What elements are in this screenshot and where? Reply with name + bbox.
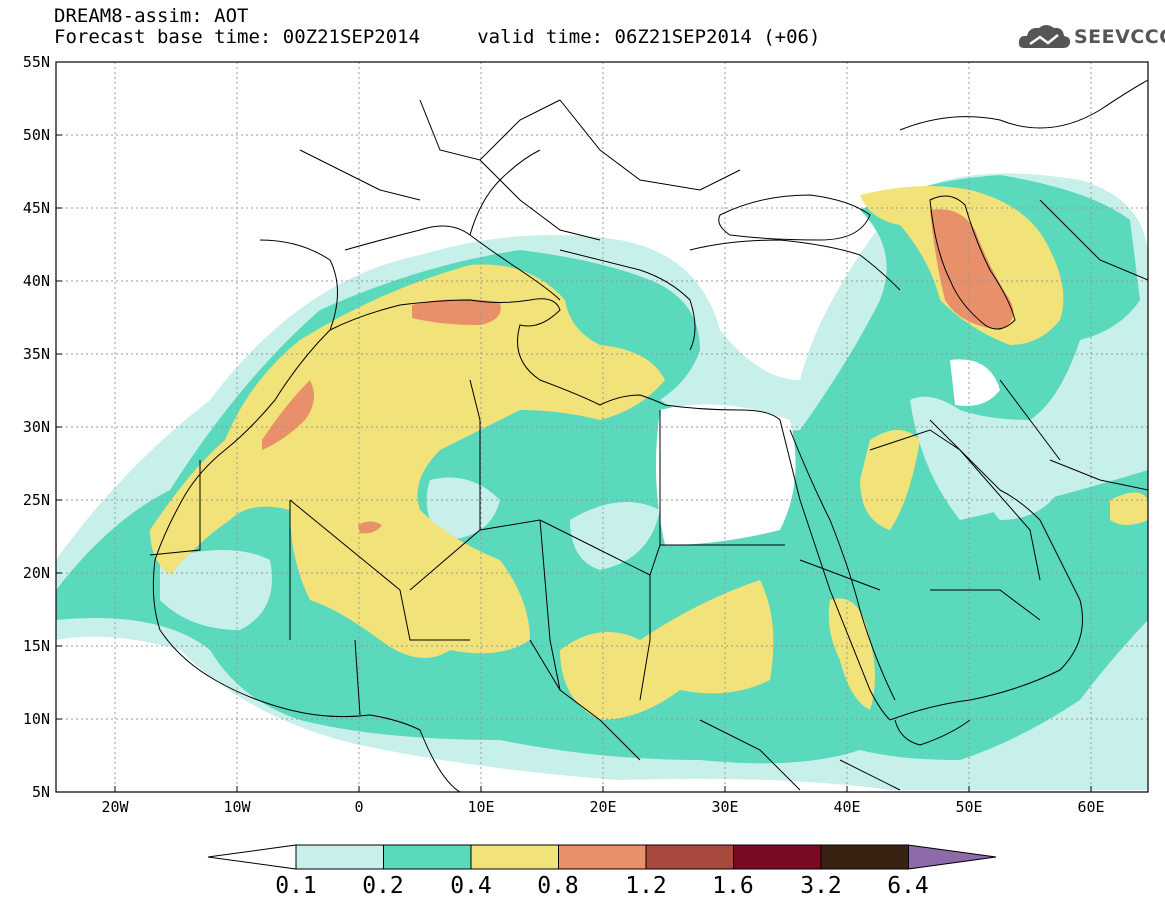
lon-label: 30E <box>711 798 738 816</box>
lon-label: 50E <box>955 798 982 816</box>
lat-label: 45N <box>23 199 50 217</box>
colorbar: 0.1 0.2 0.4 0.8 1.2 1.6 3.2 6.4 <box>207 844 997 899</box>
lon-labels: 20W 10W 0 10E 20E 30E 40E 50E 60E <box>101 798 1104 816</box>
colorbar-under-arrow <box>207 844 297 870</box>
colorbar-swatch <box>383 844 472 870</box>
colorbar-label: 0.2 <box>362 873 404 899</box>
logo-text: SEEVCCC <box>1074 26 1165 48</box>
lon-label: 60E <box>1077 798 1104 816</box>
graticule <box>56 62 1148 792</box>
lon-label: 10E <box>467 798 494 816</box>
lat-label: 15N <box>23 637 50 655</box>
colorbar-swatch <box>820 844 909 870</box>
map-title: DREAM8-assim: AOT <box>54 5 249 27</box>
seevccc-logo: SEEVCCC <box>1016 20 1165 56</box>
colorbar-swatch <box>295 844 384 870</box>
lat-label: 55N <box>23 53 50 71</box>
cloud-icon <box>1018 25 1071 48</box>
colorbar-label: 3.2 <box>800 873 842 899</box>
lon-label: 40E <box>833 798 860 816</box>
colorbar-swatch <box>558 844 647 870</box>
aot-band-0.8 <box>262 209 1014 534</box>
aot-clear <box>656 359 1000 545</box>
colorbar-label: 0.1 <box>275 873 317 899</box>
lat-label: 50N <box>23 126 50 144</box>
colorbar-over-arrow <box>907 844 997 870</box>
colorbar-swatch <box>733 844 822 870</box>
colorbar-label: 0.4 <box>450 873 492 899</box>
lon-label: 0 <box>354 798 363 816</box>
colorbar-swatch <box>645 844 734 870</box>
lat-label: 30N <box>23 418 50 436</box>
lat-label: 40N <box>23 272 50 290</box>
lon-label: 10W <box>223 798 251 816</box>
lat-label: 35N <box>23 345 50 363</box>
colorbar-label: 0.8 <box>537 873 579 899</box>
colorbar-label: 1.2 <box>625 873 667 899</box>
lat-label: 5N <box>32 783 50 801</box>
lat-labels: 55N 50N 45N 40N 35N 30N 25N 20N 15N 10N … <box>23 53 50 801</box>
colorbar-swatch <box>470 844 559 870</box>
aot-holes <box>160 467 1060 630</box>
lon-label: 20E <box>589 798 616 816</box>
colorbar-label: 1.6 <box>712 873 754 899</box>
lat-label: 20N <box>23 564 50 582</box>
aot-band-0.2 <box>56 175 1148 764</box>
coastlines <box>149 79 1148 792</box>
lon-label: 20W <box>101 798 129 816</box>
colorbar-label: 6.4 <box>887 873 929 899</box>
lat-label: 10N <box>23 710 50 728</box>
forecast-times: Forecast base time: 00Z21SEP2014 valid t… <box>54 26 821 48</box>
ticks <box>56 134 1092 792</box>
lat-label: 25N <box>23 491 50 509</box>
